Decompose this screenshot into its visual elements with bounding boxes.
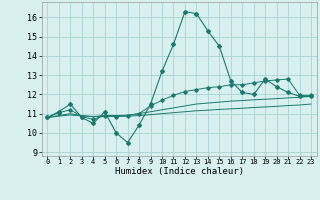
X-axis label: Humidex (Indice chaleur): Humidex (Indice chaleur) xyxy=(115,167,244,176)
